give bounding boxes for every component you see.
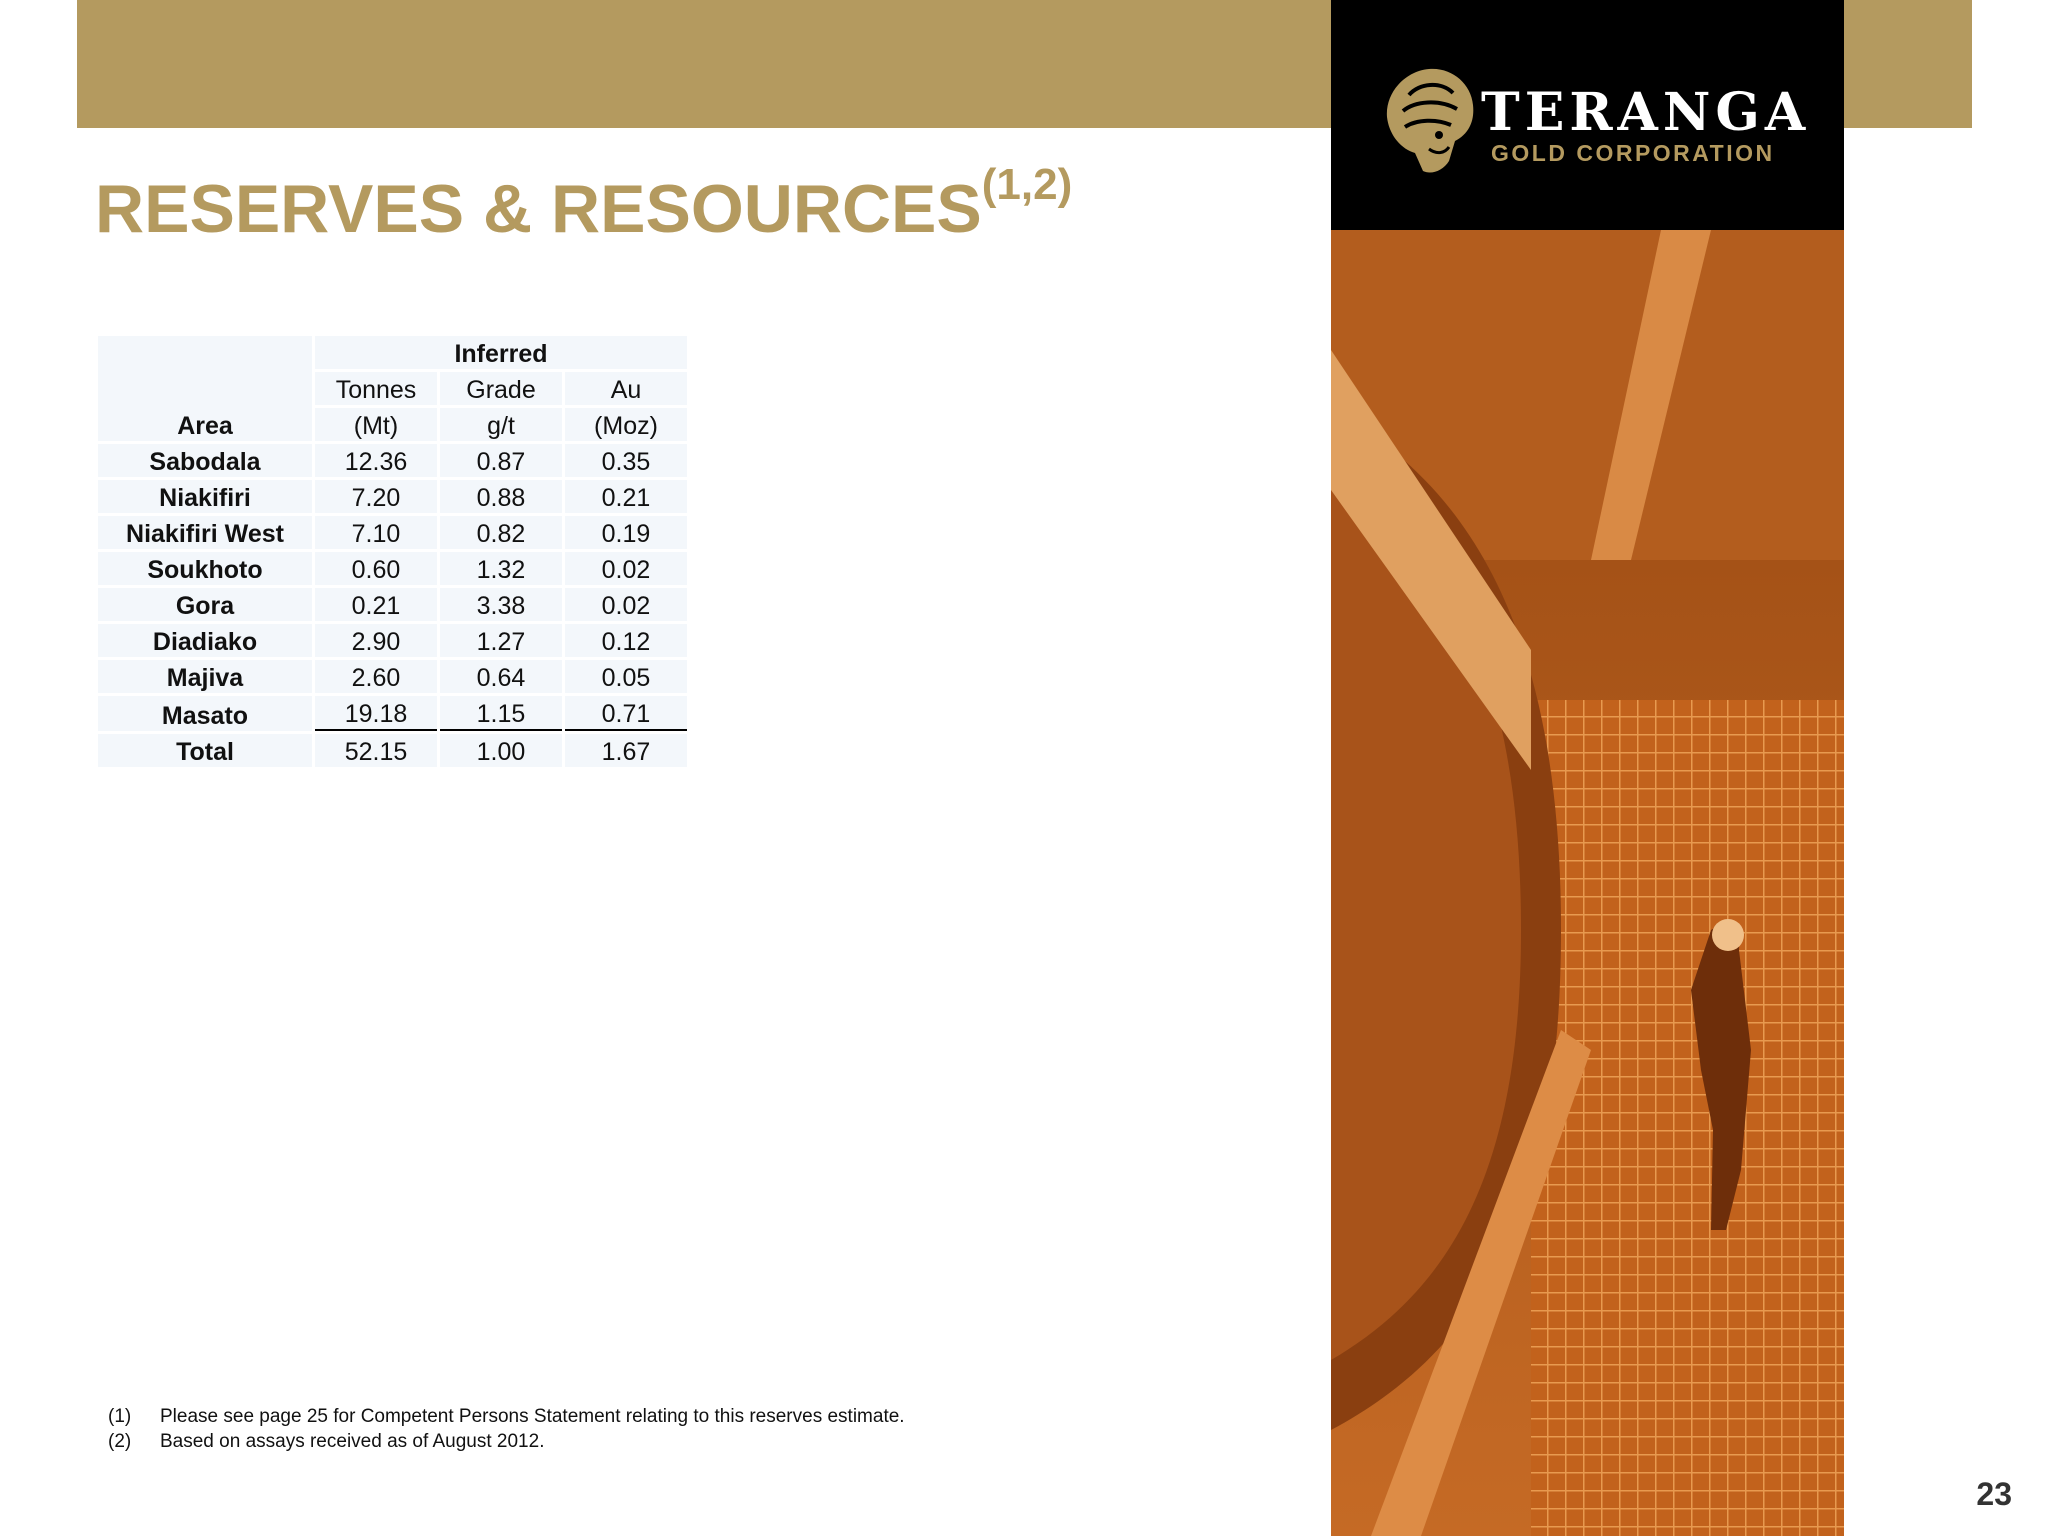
row-area: Gora bbox=[98, 588, 312, 621]
inferred-header: Inferred bbox=[315, 336, 687, 369]
cell-grade: 1.32 bbox=[440, 552, 562, 585]
cell-au: 0.21 bbox=[565, 480, 687, 513]
cell-grade: 0.87 bbox=[440, 444, 562, 477]
row-area: Niakifiri bbox=[98, 480, 312, 513]
total-row: Total 52.15 1.00 1.67 bbox=[98, 734, 687, 767]
cell-tonnes: 52.15 bbox=[315, 734, 437, 767]
brand-name: TERANGA bbox=[1481, 82, 1811, 143]
cell-tonnes: 0.21 bbox=[315, 588, 437, 621]
row-area: Niakifiri West bbox=[98, 516, 312, 549]
table-row: Niakifiri 7.20 0.88 0.21 bbox=[98, 480, 687, 513]
cell-tonnes: 0.60 bbox=[315, 552, 437, 585]
cell-grade: 1.27 bbox=[440, 624, 562, 657]
brand-subtitle: GOLD CORPORATION bbox=[1491, 140, 1775, 166]
title-footnote-ref: (1,2) bbox=[981, 160, 1073, 209]
column-header-au: Au bbox=[565, 372, 687, 405]
cell-au: 0.02 bbox=[565, 552, 687, 585]
cell-au: 0.02 bbox=[565, 588, 687, 621]
footnote-text: Based on assays received as of August 20… bbox=[160, 1431, 545, 1452]
column-header-grade: Grade bbox=[440, 372, 562, 405]
cell-tonnes: 19.18 bbox=[315, 696, 437, 731]
cell-au: 0.05 bbox=[565, 660, 687, 693]
footnote-1: (1) Please see page 25 for Competent Per… bbox=[108, 1404, 905, 1429]
column-unit-grade: g/t bbox=[440, 408, 562, 441]
cell-grade: 1.00 bbox=[440, 734, 562, 767]
cell-grade: 1.15 bbox=[440, 696, 562, 731]
page-number: 23 bbox=[1976, 1476, 2012, 1512]
page-title: RESERVES & RESOURCES(1,2) bbox=[95, 160, 1073, 247]
row-area: Soukhoto bbox=[98, 552, 312, 585]
cell-tonnes: 12.36 bbox=[315, 444, 437, 477]
row-area: Sabodala bbox=[98, 444, 312, 477]
footnotes: (1) Please see page 25 for Competent Per… bbox=[108, 1404, 905, 1454]
cell-tonnes: 7.20 bbox=[315, 480, 437, 513]
column-unit-au: (Moz) bbox=[565, 408, 687, 441]
cell-au: 1.67 bbox=[565, 734, 687, 767]
mill-worker-photo bbox=[1331, 230, 1844, 1536]
column-unit-tonnes: (Mt) bbox=[315, 408, 437, 441]
table-row: Majiva 2.60 0.64 0.05 bbox=[98, 660, 687, 693]
table-row: Diadiako 2.90 1.27 0.12 bbox=[98, 624, 687, 657]
cell-grade: 0.64 bbox=[440, 660, 562, 693]
cell-grade: 0.88 bbox=[440, 480, 562, 513]
cell-au: 0.35 bbox=[565, 444, 687, 477]
footnote-number: (2) bbox=[108, 1431, 132, 1452]
area-header: Area bbox=[98, 336, 312, 441]
cell-au: 0.19 bbox=[565, 516, 687, 549]
cell-au: 0.12 bbox=[565, 624, 687, 657]
table-row: Gora 0.21 3.38 0.02 bbox=[98, 588, 687, 621]
row-area: Diadiako bbox=[98, 624, 312, 657]
table-row: Niakifiri West 7.10 0.82 0.19 bbox=[98, 516, 687, 549]
column-header-tonnes: Tonnes bbox=[315, 372, 437, 405]
cell-tonnes: 2.60 bbox=[315, 660, 437, 693]
footnote-text: Please see page 25 for Competent Persons… bbox=[160, 1406, 905, 1427]
cell-tonnes: 2.90 bbox=[315, 624, 437, 657]
cell-grade: 0.82 bbox=[440, 516, 562, 549]
side-panel: TERANGA GOLD CORPORATION bbox=[1331, 0, 1844, 1536]
footnote-2: (2) Based on assays received as of Augus… bbox=[108, 1429, 905, 1454]
table-row: Masato 19.18 1.15 0.71 bbox=[98, 696, 687, 731]
cell-grade: 3.38 bbox=[440, 588, 562, 621]
row-area: Masato bbox=[98, 696, 312, 731]
cell-au: 0.71 bbox=[565, 696, 687, 731]
row-area: Total bbox=[98, 734, 312, 767]
logo: TERANGA GOLD CORPORATION bbox=[1331, 0, 1844, 230]
footnote-number: (1) bbox=[108, 1406, 132, 1427]
inferred-resources-table: Area Inferred Tonnes Grade Au (Mt) g/t (… bbox=[95, 333, 690, 770]
row-area: Majiva bbox=[98, 660, 312, 693]
cell-tonnes: 7.10 bbox=[315, 516, 437, 549]
table-row: Sabodala 12.36 0.87 0.35 bbox=[98, 444, 687, 477]
table-row: Soukhoto 0.60 1.32 0.02 bbox=[98, 552, 687, 585]
lion-logo-icon bbox=[1386, 68, 1474, 173]
